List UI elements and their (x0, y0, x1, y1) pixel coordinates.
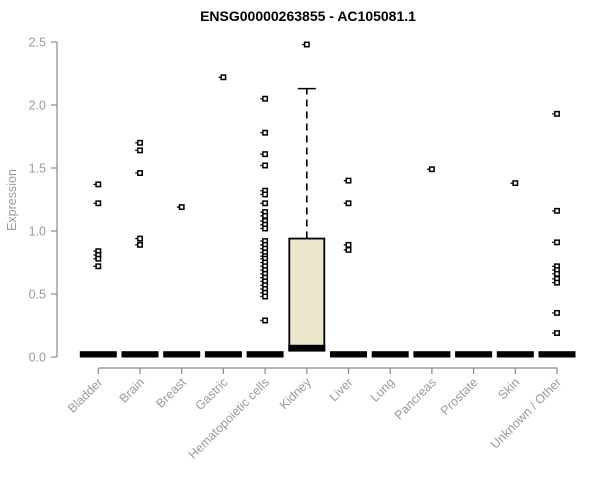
y-tick-label: 2.5 (29, 36, 46, 50)
outlier-point (345, 200, 352, 207)
y-tick-label: 1.5 (29, 162, 46, 176)
outlier-point (554, 207, 560, 214)
outlier-point (262, 200, 269, 207)
x-tick-label: Liver (327, 375, 356, 404)
x-tick-label: Bladder (65, 375, 105, 415)
outlier-point (554, 110, 560, 117)
median-line (288, 344, 326, 352)
outlier-point (137, 139, 143, 146)
outlier-point (137, 147, 143, 154)
outlier-point (262, 317, 269, 324)
x-tick-label: Prostate (438, 375, 481, 418)
outlier-point (303, 41, 310, 48)
outlier-point (95, 181, 102, 188)
y-tick-label: 0.5 (29, 288, 46, 302)
collapsed-box-median (79, 351, 117, 358)
outlier-point (137, 170, 143, 176)
outlier-point (345, 246, 352, 253)
y-tick-label: 0.0 (29, 351, 46, 365)
y-tick-label: 1.0 (29, 225, 46, 239)
collapsed-box-median (413, 351, 451, 358)
collapsed-box-median (455, 351, 493, 358)
y-tick-label: 2.0 (29, 99, 46, 113)
outlier-point (95, 255, 102, 262)
x-tick-label: Skin (495, 375, 522, 402)
outlier-point (262, 293, 269, 300)
outlier-point (345, 241, 352, 248)
collapsed-box-median (204, 351, 242, 358)
x-tick-label: Lung (368, 375, 398, 405)
collapsed-box-median (163, 351, 201, 358)
outlier-point (262, 225, 269, 232)
chart-title: ENSG00000263855 - AC105081.1 (200, 8, 416, 24)
x-tick-label: Pancreas (392, 375, 439, 422)
x-tick-label: Hematopoietic cells (186, 375, 273, 462)
box (288, 237, 326, 352)
x-tick-label: Breast (153, 375, 189, 411)
collapsed-box-median (121, 351, 159, 358)
outlier-point (262, 95, 269, 102)
outlier-point (554, 279, 560, 286)
outlier-point (554, 270, 560, 277)
collapsed-box-median (371, 351, 409, 358)
collapsed-box-median (538, 351, 576, 358)
collapsed-box-median (496, 351, 534, 358)
x-tick-label: Gastric (193, 375, 231, 413)
collapsed-box-median (330, 351, 367, 358)
outlier-point (262, 212, 269, 219)
outlier-point (178, 204, 185, 211)
x-tick-label: Unknown / Other (488, 375, 564, 451)
outlier-point (554, 239, 560, 246)
outlier-point (262, 162, 269, 169)
collapsed-box-median (246, 351, 284, 358)
outlier-point (345, 177, 352, 184)
outlier-point (262, 191, 269, 198)
outlier-point (95, 200, 102, 207)
outlier-point (137, 241, 143, 248)
outlier-point (428, 166, 435, 173)
outlier-point (220, 74, 227, 81)
outlier-point (262, 129, 269, 136)
x-tick-label: Kidney (277, 375, 314, 412)
x-tick-label: Brain (117, 375, 148, 406)
outlier-point (95, 263, 102, 270)
outlier-point (554, 309, 560, 316)
outlier-point (137, 235, 143, 242)
outlier-point (554, 330, 560, 337)
outlier-point (262, 151, 269, 158)
outlier-point (512, 180, 519, 187)
